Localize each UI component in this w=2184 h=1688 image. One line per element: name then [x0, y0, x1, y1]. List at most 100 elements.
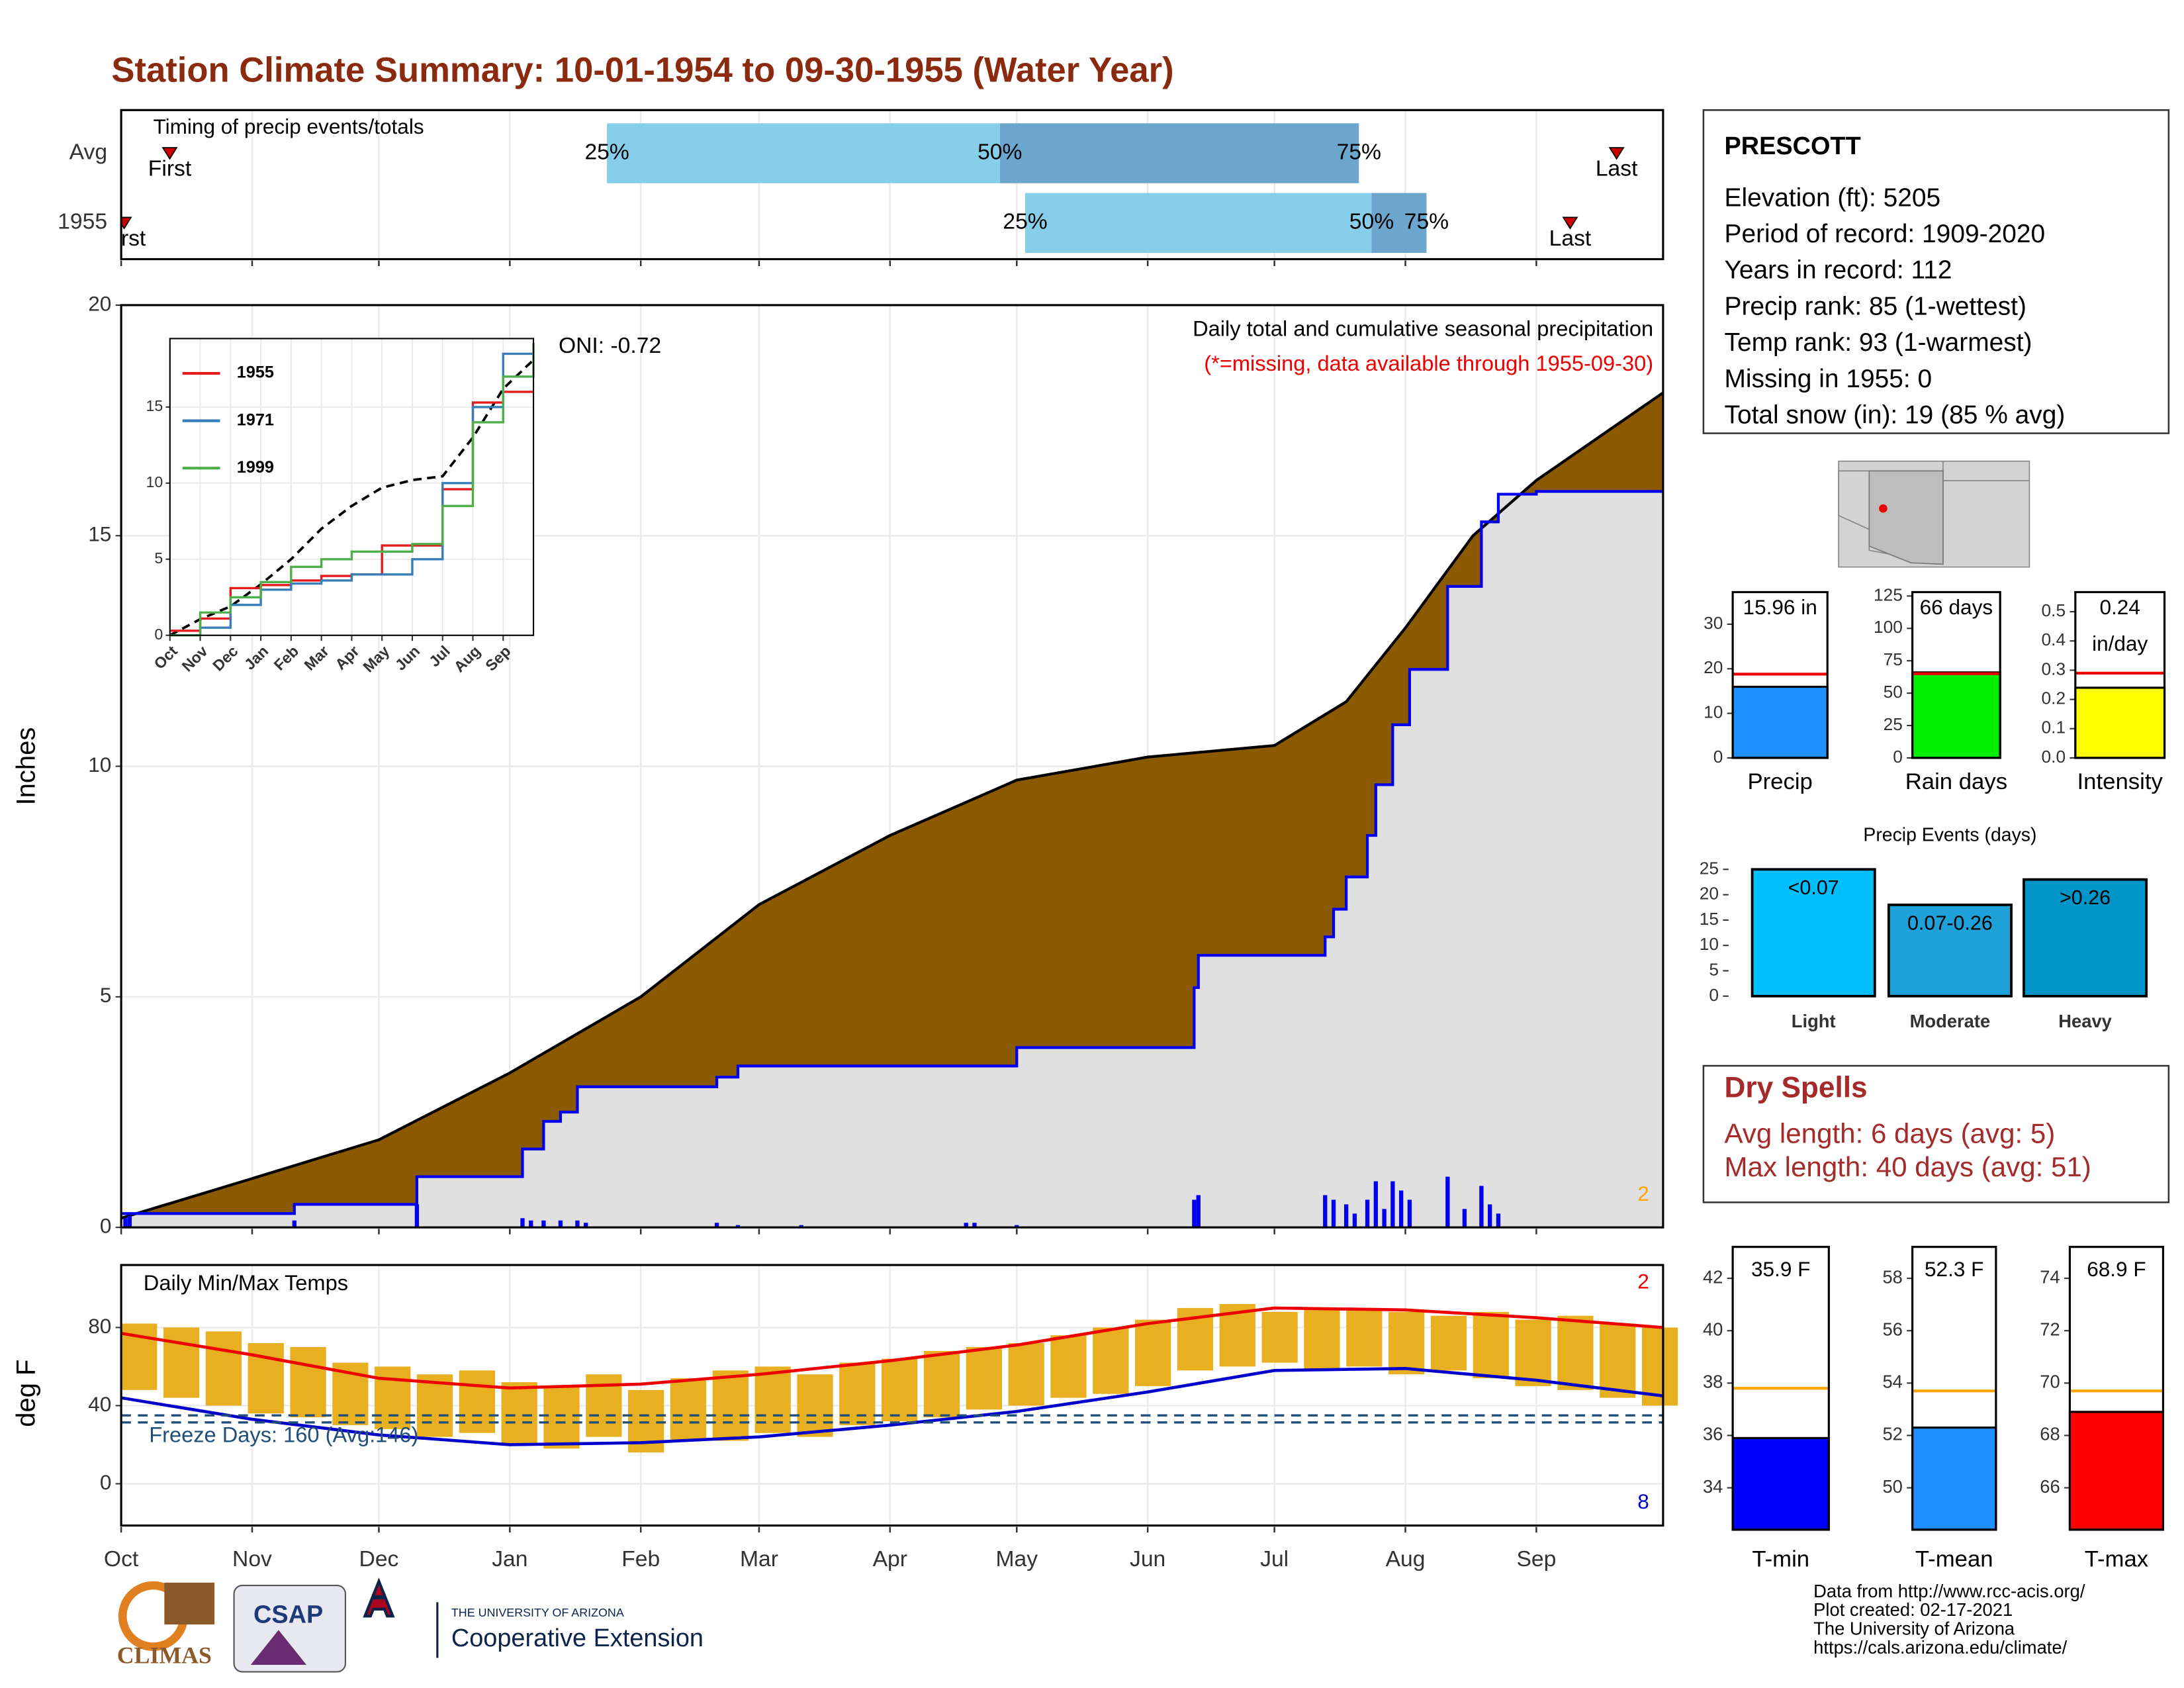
station-line: Precip rank: 85 (1-wettest) — [1724, 292, 2026, 320]
dry-spells-line: Avg length: 6 days (avg: 5) — [1724, 1117, 2055, 1149]
temp-range-bar — [543, 1385, 580, 1449]
temp-range-bar — [290, 1346, 326, 1418]
y-tick-label: 0.5 — [2042, 600, 2066, 620]
plot-frame — [120, 1264, 1664, 1527]
x-tick-label: Apr — [873, 1547, 907, 1571]
temp-range-bar — [1008, 1343, 1044, 1406]
timing-label: Timing of precip events/totals — [154, 115, 424, 138]
temp-range-bar — [923, 1350, 960, 1418]
y-tick-label: 56 — [1882, 1319, 1902, 1339]
plot-frame — [120, 304, 1664, 1229]
temp-range-bar — [1346, 1307, 1383, 1367]
temp-range-bar — [797, 1374, 833, 1437]
percent-label: 25% — [1003, 210, 1047, 234]
daily-precip-bar — [972, 1223, 977, 1228]
freeze-annotation: Freeze Days: 160 (Avg:146) — [149, 1422, 418, 1446]
footer-line: https://cals.arizona.edu/climate/ — [1813, 1637, 2067, 1658]
y-tick-label: 70 — [2040, 1372, 2060, 1392]
y-tick-label: 25 — [1700, 858, 1719, 878]
y-tick-label: 0 — [1713, 747, 1723, 767]
y-tick-label: 5 — [154, 549, 163, 567]
daily-precip-bar — [127, 1215, 132, 1228]
gauge-category: T-max — [2085, 1546, 2148, 1571]
event-category: Light — [1792, 1011, 1836, 1031]
temp-range-bar — [670, 1378, 707, 1441]
footer-line: The University of Arizona — [1813, 1618, 2015, 1639]
last-label: Last — [1596, 157, 1638, 181]
y-tick-label: 30 — [1704, 613, 1723, 633]
gauge-frame — [1731, 590, 1829, 759]
y-tick-label: 75 — [1884, 649, 1903, 669]
corner-label-min: 8 — [1637, 1489, 1649, 1513]
daily-precip-bar — [1015, 1225, 1019, 1228]
y-tick-label: 0.3 — [2042, 659, 2066, 679]
daily-precip-bar — [1344, 1204, 1349, 1228]
daily-precip-bar — [1390, 1181, 1395, 1228]
inset-frame — [169, 338, 535, 636]
gauge-frame — [1731, 1246, 1830, 1531]
temp-range-bar — [501, 1382, 537, 1445]
y-tick-label: 15 — [146, 397, 163, 414]
event-value-label: <0.07 — [1788, 876, 1839, 899]
station-name: PRESCOTT — [1724, 132, 1860, 160]
daily-precip-bar — [292, 1220, 296, 1228]
dry-spells-line: Max length: 40 days (avg: 51) — [1724, 1151, 2091, 1182]
x-tick-label: Jul — [1260, 1547, 1289, 1571]
legend-label: 1999 — [237, 458, 274, 477]
events-title: Precip Events (days) — [1863, 824, 2036, 845]
gauge-value-label: 15.96 in — [1743, 595, 1817, 619]
temp-range-bar — [1135, 1319, 1171, 1386]
event-value-label: 0.07-0.26 — [1907, 912, 1993, 934]
temps-title: Daily Min/Max Temps — [144, 1270, 348, 1295]
daily-precip-bar — [1496, 1213, 1501, 1228]
footer-line: Plot created: 02-17-2021 — [1813, 1599, 2013, 1620]
y-tick-label: 80 — [88, 1314, 111, 1338]
y-tick-label: 68 — [2040, 1424, 2060, 1444]
timing-bar-lower — [607, 123, 1000, 183]
daily-precip-bar — [1192, 1199, 1197, 1228]
percent-label: 50% — [978, 140, 1022, 164]
y-tick-label: 74 — [2040, 1266, 2060, 1287]
gauge-value-label: 66 days — [1920, 595, 1993, 619]
daily-precip-bar — [714, 1223, 719, 1228]
temp-range-bar — [1430, 1315, 1467, 1371]
event-value-label: >0.26 — [2060, 886, 2111, 909]
x-tick-label: Aug — [1386, 1547, 1426, 1571]
x-tick-label: Jan — [492, 1547, 527, 1571]
reference-line — [169, 359, 535, 637]
gauge-category: Precip — [1747, 769, 1812, 794]
row-label: 1955 — [58, 210, 107, 234]
y-tick-label: 0 — [100, 1470, 112, 1494]
daily-precip-bar — [1365, 1199, 1370, 1228]
temp-range-bar — [375, 1366, 411, 1429]
daily-precip-bar — [558, 1220, 563, 1228]
y-tick-label: 42 — [1703, 1266, 1723, 1287]
station-line: Years in record: 112 — [1724, 256, 1952, 285]
temp-range-bar — [882, 1358, 918, 1422]
y-tick-label: 0 — [1893, 747, 1903, 767]
y-tick-label: 40 — [1703, 1319, 1723, 1339]
station-line: Missing in 1955: 0 — [1724, 365, 1932, 393]
temp-range-bar — [1050, 1335, 1087, 1398]
y-tick-label: 40 — [88, 1392, 111, 1416]
oni-annotation: ONI: -0.72 — [559, 334, 661, 358]
y-tick-label: 0.4 — [2042, 630, 2066, 649]
gauge-value-label: 35.9 F — [1751, 1257, 1810, 1281]
station-panel — [1702, 109, 2170, 434]
event-bar — [1887, 904, 2013, 998]
corner-label-max: 2 — [1637, 1270, 1649, 1293]
temp-range-bar — [163, 1327, 200, 1398]
x-tick-label: Feb — [621, 1547, 660, 1571]
last-marker — [1562, 216, 1578, 230]
y-tick-label: 52 — [1882, 1424, 1902, 1444]
plot-frame — [120, 109, 1664, 261]
timing-plot: 25% 50% 75% First Last 25% 50% 75% First Last — [121, 110, 1638, 259]
y-tick-label: 5 — [1709, 959, 1719, 979]
gauge-category: T-min — [1752, 1546, 1809, 1571]
last-marker — [1608, 147, 1625, 160]
y-tick-label: 0.1 — [2042, 718, 2066, 737]
first-marker — [121, 216, 132, 230]
cumulative-line — [121, 490, 1663, 1215]
gauge-category: T-mean — [1915, 1546, 1993, 1571]
